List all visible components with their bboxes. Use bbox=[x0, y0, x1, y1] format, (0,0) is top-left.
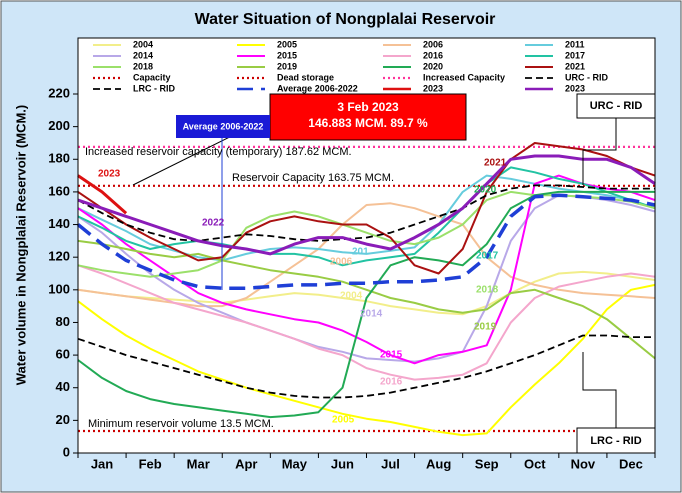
x-tick-label: Jun bbox=[331, 456, 354, 471]
lrc-box-text: LRC - RID bbox=[590, 435, 641, 447]
legend-label: 2023 bbox=[565, 83, 585, 93]
average-box-text: Average 2006-2022 bbox=[183, 121, 264, 131]
y-tick-label: 120 bbox=[48, 249, 70, 264]
series-label: 2004 bbox=[340, 291, 363, 302]
increased-capacity-note: Increased reservoir capacity (temporary)… bbox=[85, 146, 352, 158]
y-tick-label: 200 bbox=[48, 118, 70, 133]
y-tick-label: 160 bbox=[48, 183, 70, 198]
legend-label: Dead storage bbox=[277, 72, 334, 82]
x-tick-label: Oct bbox=[524, 456, 546, 471]
legend-label: LRC - RID bbox=[133, 83, 175, 93]
series-label: 2022 bbox=[202, 218, 225, 229]
legend-label: 2020 bbox=[423, 61, 443, 71]
series-line bbox=[77, 184, 655, 242]
y-tick-label: 80 bbox=[56, 314, 70, 329]
callout-value: 146.883 MCM. 89.7 % bbox=[308, 116, 428, 130]
series-label: 2006 bbox=[330, 257, 353, 268]
minimum-note: Minimum reservoir volume 13.5 MCM. bbox=[88, 418, 274, 430]
x-tick-label: Dec bbox=[619, 456, 643, 471]
series-label: 2018 bbox=[476, 285, 499, 296]
legend-label: 2004 bbox=[133, 39, 153, 49]
x-tick-label: May bbox=[282, 456, 308, 471]
series-label: 2023 bbox=[98, 169, 121, 180]
y-tick-label: 220 bbox=[48, 85, 70, 100]
legend-label: 2021 bbox=[565, 61, 585, 71]
series-line bbox=[77, 154, 656, 256]
series-line bbox=[77, 239, 656, 360]
y-tick-label: 140 bbox=[48, 216, 70, 231]
y-axis-label: Water volume in Nongplalai Reservoir (MC… bbox=[13, 105, 28, 386]
legend-label: 2017 bbox=[565, 50, 585, 60]
urc-box bbox=[576, 93, 656, 119]
series-label: 2020 bbox=[474, 185, 497, 196]
series-line bbox=[77, 142, 656, 275]
chart-title: Water Situation of Nongplalai Reservoir bbox=[195, 11, 496, 28]
series-label: 2016 bbox=[380, 377, 403, 388]
series-label: 2005 bbox=[332, 415, 355, 426]
legend-label: 2018 bbox=[133, 61, 153, 71]
legend-label: 2005 bbox=[277, 39, 297, 49]
legend-label: 2015 bbox=[277, 50, 297, 60]
x-tick-label: Sep bbox=[475, 456, 499, 471]
x-tick-label: Apr bbox=[235, 456, 257, 471]
lrc-box bbox=[576, 427, 656, 454]
lrc-pointer bbox=[582, 352, 617, 428]
series-line bbox=[77, 174, 656, 365]
series-line bbox=[77, 174, 128, 215]
x-tick-label: Jan bbox=[91, 456, 113, 471]
urc-pointer bbox=[582, 118, 617, 185]
series-line bbox=[77, 264, 656, 381]
callout-box bbox=[269, 93, 467, 141]
series-line bbox=[77, 334, 655, 399]
legend-label: Capacity bbox=[133, 72, 171, 82]
x-tick-label: Mar bbox=[187, 456, 210, 471]
x-tick-label: Feb bbox=[139, 456, 162, 471]
series-label: 201 bbox=[352, 247, 369, 258]
plot-frame bbox=[77, 37, 656, 454]
legend-label: Average 2006-2022 bbox=[277, 83, 358, 93]
legend-label: URC - RID bbox=[565, 72, 608, 82]
series-label: 2015 bbox=[380, 350, 403, 361]
x-tick-label: Jul bbox=[381, 456, 400, 471]
legend-label: 2019 bbox=[277, 61, 297, 71]
series-label: 2021 bbox=[484, 158, 507, 169]
capacity-note: Reservoir Capacity 163.75 MCM. bbox=[232, 172, 394, 184]
x-tick-label: Nov bbox=[571, 456, 596, 471]
y-tick-label: 20 bbox=[56, 412, 70, 427]
legend-label: Increased Capacity bbox=[423, 72, 505, 82]
legend-label: 2016 bbox=[423, 50, 443, 60]
average-box bbox=[176, 115, 270, 138]
series-line bbox=[77, 166, 656, 267]
series-label: 2017 bbox=[476, 251, 499, 262]
x-tick-label: Aug bbox=[426, 456, 451, 471]
legend-label: 2011 bbox=[565, 39, 585, 49]
y-tick-label: 40 bbox=[56, 379, 70, 394]
series-label: 2019 bbox=[474, 322, 497, 333]
legend-label: 2023 bbox=[423, 83, 443, 93]
callout-date: 3 Feb 2023 bbox=[337, 100, 399, 114]
urc-box-text: URC - RID bbox=[590, 100, 643, 112]
callouts: 3 Feb 2023 146.883 MCM. 89.7 % Average 2… bbox=[85, 93, 656, 454]
y-tick-label: 60 bbox=[56, 347, 70, 362]
series-line bbox=[76, 193, 656, 290]
legend: 2004 2005 2006 2011 2014 2015 2016 2017 2018 2019… bbox=[93, 39, 608, 93]
series-line bbox=[77, 283, 656, 437]
marks bbox=[73, 93, 656, 458]
series-line bbox=[77, 190, 655, 419]
legend-label: 2006 bbox=[423, 39, 443, 49]
y-tick-label: 0 bbox=[63, 444, 70, 459]
y-tick-label: 100 bbox=[48, 281, 70, 296]
series-line bbox=[77, 174, 656, 262]
series-label: 2014 bbox=[360, 309, 383, 320]
y-tick-label: 180 bbox=[48, 151, 70, 166]
legend-label: 2014 bbox=[133, 50, 153, 60]
